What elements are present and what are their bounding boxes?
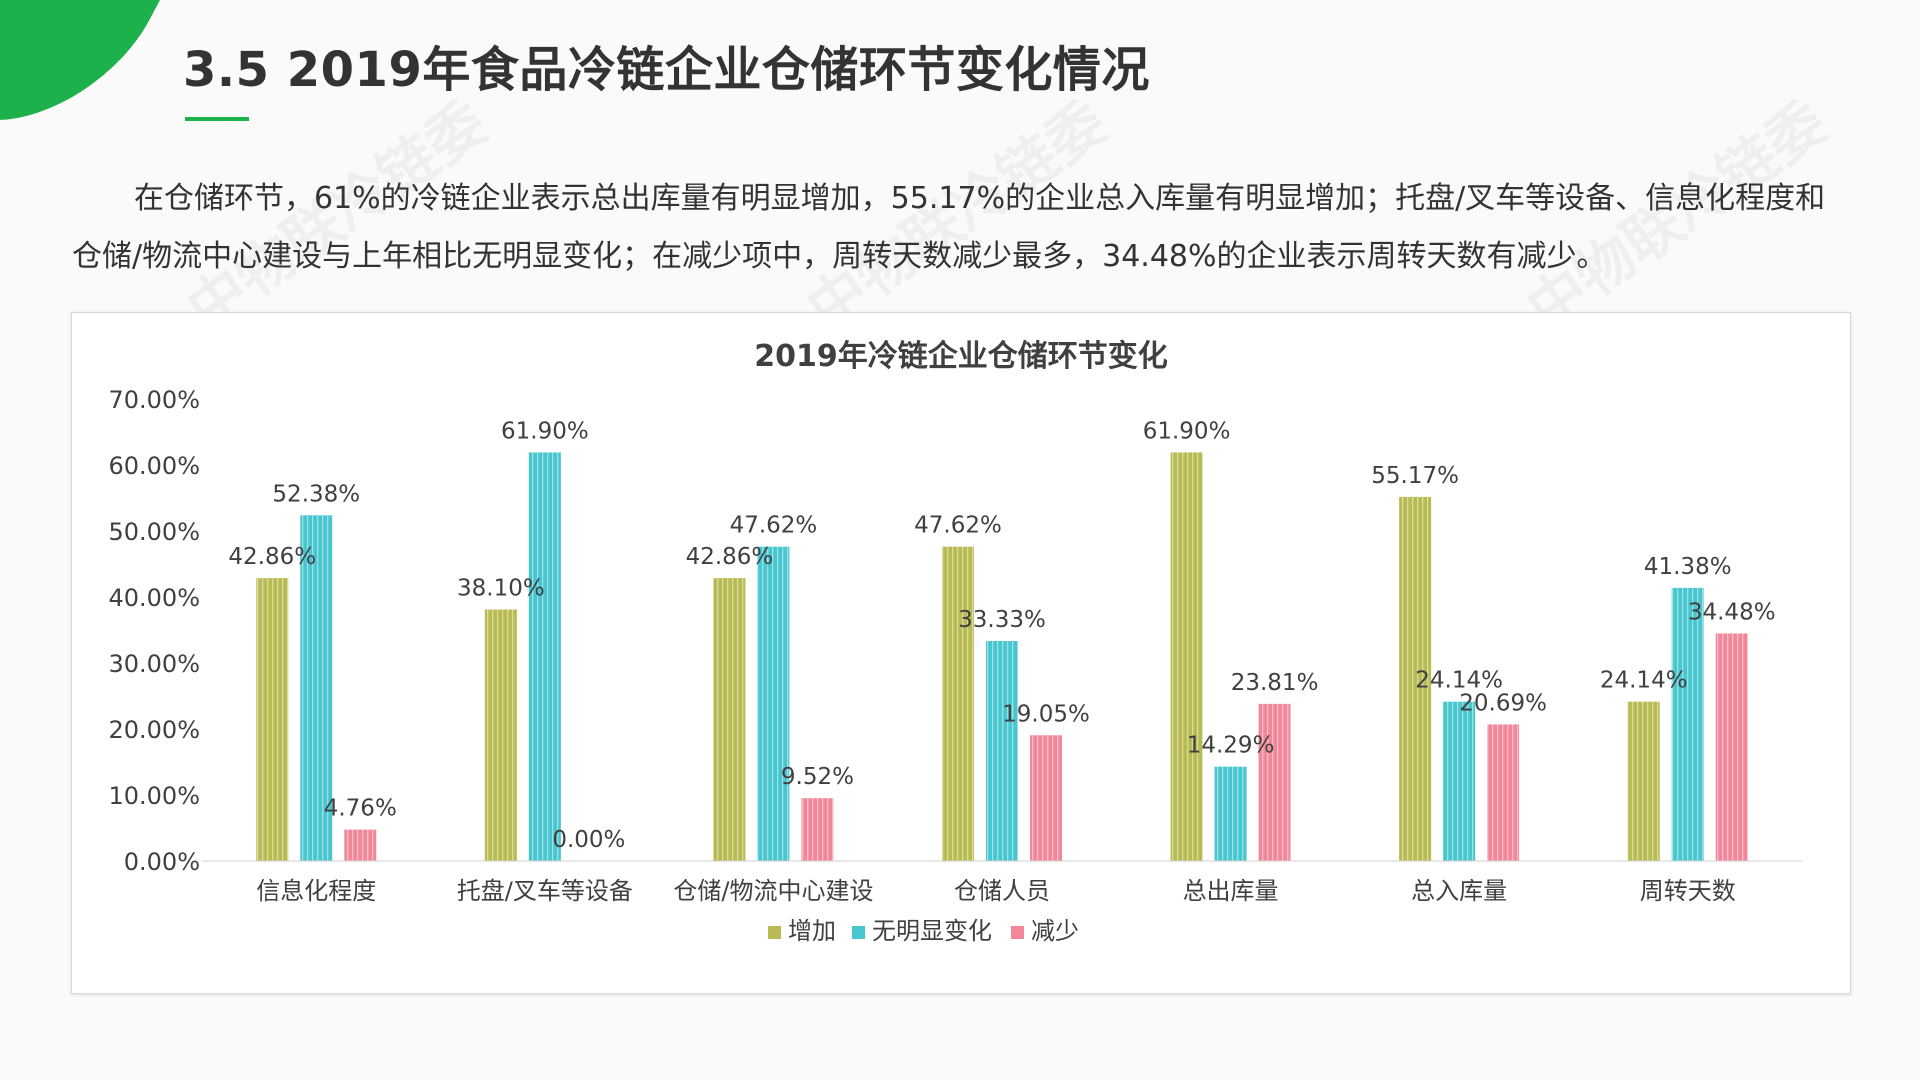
bar-texture (1170, 452, 1203, 861)
bar-texture (1671, 587, 1704, 861)
value-label: 24.14% (1415, 668, 1503, 694)
y-tick-label: 50.00% (108, 518, 200, 546)
x-category-label: 仓储人员 (954, 877, 1050, 905)
y-tick-label: 40.00% (108, 584, 200, 612)
y-tick-label: 70.00% (108, 386, 200, 414)
bar-texture (713, 578, 746, 861)
bar-texture (1487, 724, 1520, 861)
bar-chart: 2019年冷链企业仓储环节变化 0.00% 10.00% 20.00% 30.00% 4… (108, 339, 1802, 945)
bar-texture (344, 829, 377, 861)
value-label: 55.17% (1371, 463, 1459, 489)
value-label: 52.38% (272, 481, 360, 507)
bar-texture (1214, 766, 1247, 861)
bar-texture (1399, 496, 1432, 861)
bar-texture (528, 452, 561, 861)
value-label: 0.00% (552, 827, 625, 853)
bar-texture (801, 798, 834, 861)
legend-label: 无明显变化 (872, 917, 992, 945)
bar-texture (1715, 633, 1748, 861)
value-label: 20.69% (1459, 690, 1547, 716)
x-category-label: 信息化程度 (256, 877, 376, 905)
bar-texture (1627, 701, 1660, 861)
value-label: 47.62% (730, 513, 818, 539)
bar-texture (986, 641, 1018, 861)
legend-swatch (1011, 926, 1024, 939)
legend-label: 增加 (788, 917, 836, 945)
x-category-label: 仓储/物流中心建设 (673, 877, 873, 905)
page-title: 3.5 2019年食品冷链企业仓储环节变化情况 (183, 42, 1150, 98)
legend: 增加 无明显变化 减少 (768, 917, 1079, 945)
value-label: 61.90% (1143, 418, 1231, 444)
bars-group (256, 452, 1748, 861)
legend-label: 减少 (1031, 917, 1079, 945)
value-label: 14.29% (1187, 733, 1275, 759)
value-label: 34.48% (1688, 599, 1776, 625)
bar-texture (1258, 703, 1291, 861)
y-tick-label: 60.00% (108, 452, 200, 480)
bar-texture (300, 515, 333, 861)
bar-texture (1030, 735, 1062, 861)
title-underline (185, 117, 249, 121)
x-category-label: 托盘/叉车等设备 (457, 877, 633, 905)
value-label: 42.86% (686, 544, 774, 570)
value-label: 9.52% (781, 764, 854, 790)
x-axis: 信息化程度 托盘/叉车等设备 仓储/物流中心建设 仓储人员 总出库量 总入库量 周转天数 (202, 860, 1802, 905)
legend-swatch (768, 926, 781, 939)
value-label: 24.14% (1600, 668, 1688, 694)
bar-texture (484, 609, 517, 861)
value-label: 33.33% (958, 607, 1046, 633)
bar-texture (256, 578, 289, 861)
chart-frame: 2019年冷链企业仓储环节变化 0.00% 10.00% 20.00% 30.00% 4… (71, 312, 1851, 994)
bar-texture (757, 546, 790, 861)
intro-paragraph: 在仓储环节，61%的冷链企业表示总出库量有明显增加，55.17%的企业总入库量有… (72, 181, 1826, 274)
y-tick-label: 20.00% (108, 716, 200, 744)
value-label: 61.90% (501, 418, 589, 444)
x-category-label: 总出库量 (1183, 877, 1279, 905)
value-label: 4.76% (324, 796, 397, 822)
value-label: 47.62% (914, 513, 1002, 539)
x-category-label: 周转天数 (1640, 877, 1736, 905)
x-category-label: 总入库量 (1411, 877, 1507, 905)
value-labels-group: 42.86% 52.38% 4.76% 38.10% 61.90% 0.00% 42.86%… (228, 418, 1775, 853)
y-axis: 0.00% 10.00% 20.00% 30.00% 40.00% 50.00% 60.00… (108, 386, 200, 876)
value-label: 38.10% (457, 576, 545, 602)
y-tick-label: 10.00% (108, 782, 200, 810)
bar-texture (1443, 701, 1476, 861)
value-label: 19.05% (1002, 701, 1090, 727)
value-label: 42.86% (228, 544, 316, 570)
bar-texture (942, 546, 974, 861)
y-tick-label: 30.00% (108, 650, 200, 678)
value-label: 41.38% (1644, 554, 1732, 580)
y-tick-label: 0.00% (124, 848, 200, 876)
chart-title: 2019年冷链企业仓储环节变化 (754, 339, 1168, 374)
legend-swatch (852, 926, 865, 939)
value-label: 23.81% (1231, 670, 1319, 696)
